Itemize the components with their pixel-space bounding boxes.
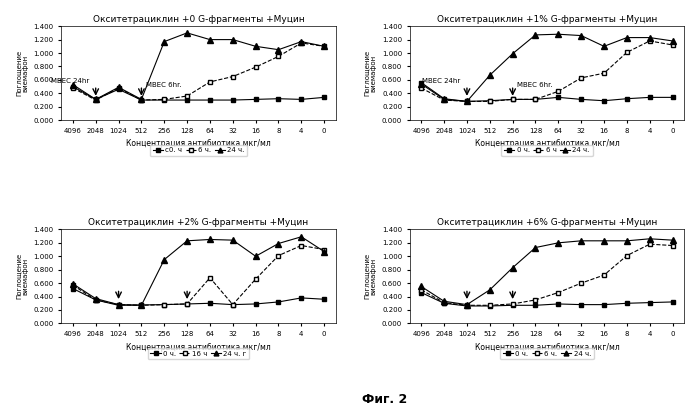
X-axis label: Концентрация антибиотика мкг/мл: Концентрация антибиотика мкг/мл <box>475 343 619 352</box>
X-axis label: Концентрация антибиотика мкг/мл: Концентрация антибиотика мкг/мл <box>126 343 271 352</box>
Y-axis label: Поглощение
виемафон: Поглощение виемафон <box>15 50 28 96</box>
Legend: 0 ч., 16 ч, 24 ч. г: 0 ч., 16 ч, 24 ч. г <box>147 348 250 359</box>
Title: Окситетрациклин +1% G-фрагменты +Муцин: Окситетрациклин +1% G-фрагменты +Муцин <box>437 15 657 24</box>
Text: Фиг. 2: Фиг. 2 <box>362 393 407 406</box>
Title: Окситетрациклин +0 G-фрагменты +Муцин: Окситетрациклин +0 G-фрагменты +Муцин <box>93 15 304 24</box>
Title: Окситетрациклин +6% G-фрагменты +Муцин: Окситетрациклин +6% G-фрагменты +Муцин <box>437 218 657 227</box>
Text: МВЕС 6hr.: МВЕС 6hr. <box>517 82 553 88</box>
Text: МВЕС 6hr.: МВЕС 6hr. <box>146 82 182 88</box>
X-axis label: Концентрация антибиотика мкг/мл: Концентрация антибиотика мкг/мл <box>475 140 619 149</box>
Y-axis label: Поглощение
виемафон: Поглощение виемафон <box>363 253 376 300</box>
Y-axis label: Поглощение
виемафон: Поглощение виемафон <box>363 50 376 96</box>
Text: МВЕС 24hr: МВЕС 24hr <box>422 78 460 84</box>
Title: Окситетрациклин +2% G-фрагменты +Муцин: Окситетрациклин +2% G-фрагменты +Муцин <box>88 218 309 227</box>
Text: МВЕС 24hr: МВЕС 24hr <box>50 78 89 84</box>
Legend: 0 ч., 6 ч, 24 ч.: 0 ч., 6 ч, 24 ч. <box>501 144 593 156</box>
X-axis label: Концентрация антибиотика мкг/мл: Концентрация антибиотика мкг/мл <box>126 140 271 149</box>
Legend: 0 ч., 6 ч., 24 ч.: 0 ч., 6 ч., 24 ч. <box>500 348 593 359</box>
Legend: с0. ч, 6 ч., 24 ч.: с0. ч, 6 ч., 24 ч. <box>150 144 247 156</box>
Y-axis label: Поглощение
виемафон: Поглощение виемафон <box>15 253 28 300</box>
